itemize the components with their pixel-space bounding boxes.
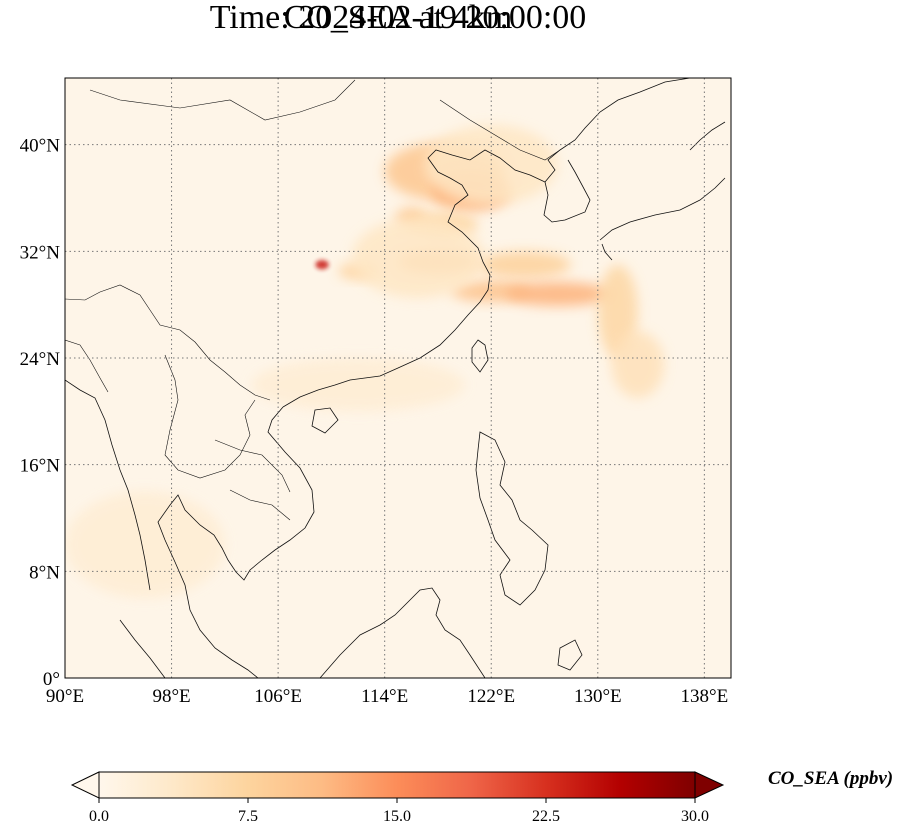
co-plume (477, 251, 572, 278)
latitude-tick-label: 32°N (20, 242, 61, 263)
co-plume (351, 218, 485, 298)
colorbar-tick-label: 30.0 (681, 808, 709, 825)
co-plume (611, 331, 665, 398)
korea-coast (543, 159, 591, 223)
colorbar-tick-label: 22.5 (532, 808, 560, 825)
border-line (89, 79, 356, 121)
co-concentration-field (65, 124, 665, 598)
colorbar-ticks: 0.0 7.5 15.0 22.5 30.0 (89, 798, 709, 825)
coastlines (65, 78, 726, 678)
co-plume (315, 260, 329, 270)
map-title-line-2: Time: 2024-02-19 20:00:00 (209, 0, 587, 36)
colorbar: 0.0 7.5 15.0 22.5 30.0 (70, 771, 725, 825)
longitude-labels: 90°E 98°E 106°E 114°E 122°E 130°E 138°E (46, 686, 728, 707)
map-frame (64, 77, 732, 679)
border-line (65, 284, 271, 401)
colorbar-gradient (98, 771, 696, 799)
philippines-coast (475, 431, 549, 606)
latitude-tick-label: 40°N (20, 136, 61, 157)
mindanao-coast (557, 639, 583, 671)
colorbar-tick-label: 7.5 (238, 808, 258, 825)
longitude-tick-label: 138°E (681, 686, 729, 707)
colorbar-tick-label: 0.0 (89, 808, 109, 825)
longitude-tick-label: 90°E (46, 686, 84, 707)
co-plume (251, 358, 465, 412)
latitude-labels: 0° 8°N 16°N 24°N 32°N 40°N (20, 136, 61, 690)
latitude-tick-label: 0° (43, 669, 60, 690)
border-line (229, 489, 291, 521)
hainan-coast (311, 407, 339, 434)
longitude-tick-label: 130°E (574, 686, 622, 707)
co-plume (65, 491, 225, 598)
indochina-coast (157, 406, 315, 678)
longitude-tick-label: 98°E (152, 686, 190, 707)
border-line (164, 354, 256, 479)
longitude-tick-label: 122°E (467, 686, 515, 707)
sumatra-coast (119, 619, 166, 678)
longitude-tick-label: 114°E (361, 686, 408, 707)
gridlines (65, 78, 731, 678)
china-coast (282, 78, 691, 408)
border-line (439, 99, 561, 161)
taiwan-coast (471, 339, 489, 373)
colorbar-extend-min-arrow (70, 771, 100, 799)
border-line (65, 339, 109, 393)
latitude-tick-label: 24°N (20, 349, 61, 370)
latitude-tick-label: 8°N (29, 562, 60, 583)
colorbar-tick-label: 15.0 (383, 808, 411, 825)
map-title-line-1: CO_SEA at 4km (283, 0, 513, 36)
longitude-tick-label: 106°E (254, 686, 302, 707)
borneo-coast (319, 587, 486, 678)
latitude-tick-label: 16°N (20, 456, 61, 477)
border-line (214, 439, 291, 493)
colorbar-extend-max-arrow (694, 771, 725, 799)
myanmar-coast (65, 379, 151, 591)
co-plume (504, 282, 612, 306)
country-borders (65, 79, 561, 521)
colorbar-title: CO_SEA (ppbv) (768, 768, 894, 789)
